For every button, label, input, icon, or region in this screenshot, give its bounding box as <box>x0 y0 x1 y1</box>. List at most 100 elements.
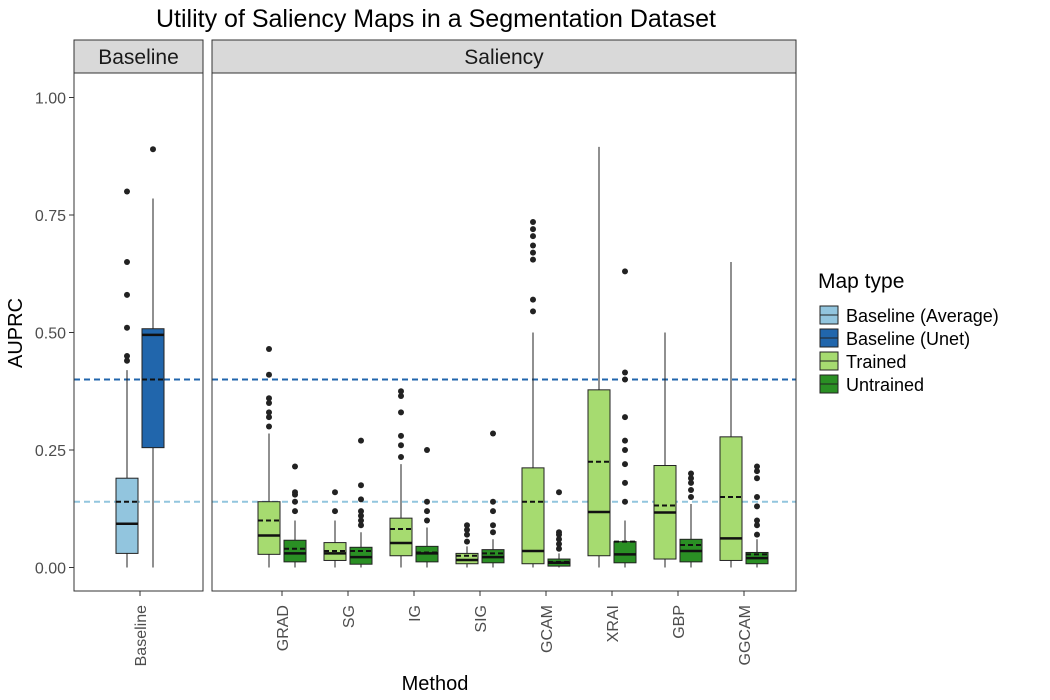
box-sig-untrained <box>481 430 505 568</box>
outlier-point <box>556 541 562 547</box>
legend-item-trained: Trained <box>819 351 906 372</box>
box-body <box>719 436 743 561</box>
box-gcam-untrained <box>547 489 571 568</box>
outlier-point <box>266 395 272 402</box>
box-xrai-trained <box>587 146 611 568</box>
outlier-point <box>490 498 496 505</box>
legend-item-baseline-average: Baseline (Average) <box>819 305 999 326</box>
outlier-point <box>622 447 628 453</box>
x-tick-label-ggcam: GGCAM <box>737 605 754 665</box>
outlier-point <box>622 479 628 486</box>
box-sg-untrained <box>349 437 373 568</box>
panel-border <box>211 72 797 592</box>
box-body <box>455 552 479 565</box>
y-tick-label: 0.00 <box>35 561 66 578</box>
outlier-point <box>124 324 130 331</box>
box-body <box>283 539 307 563</box>
outlier-point <box>266 409 272 416</box>
box-gcam-trained <box>521 219 545 568</box>
y-axis-title: AUPRC <box>5 298 27 368</box>
box-body <box>257 501 281 555</box>
outlier-point <box>530 308 536 315</box>
outlier-point <box>556 536 562 543</box>
x-tick-label-gbp: GBP <box>671 605 688 639</box>
outlier-point <box>124 259 130 265</box>
outlier-point <box>688 486 694 493</box>
panel-background <box>212 73 796 591</box>
legend-label: Baseline (Unet) <box>846 329 970 349</box>
outlier-point <box>530 296 536 303</box>
box-sig-trained <box>455 522 479 568</box>
outlier-point <box>124 353 130 359</box>
chart-title: Utility of Saliency Maps in a Segmentati… <box>156 5 716 33</box>
outlier-point <box>398 442 404 449</box>
y-tick-label: 1.00 <box>35 91 66 108</box>
y-tick-label: 0.50 <box>35 326 66 343</box>
outlier-point <box>754 494 760 500</box>
box-body <box>521 467 545 565</box>
outlier-point <box>358 517 364 524</box>
outlier-point <box>358 496 364 503</box>
outlier-point <box>490 430 496 437</box>
outlier-point <box>150 146 156 153</box>
legend-item-untrained: Untrained <box>819 374 924 395</box>
outlier-point <box>754 531 760 538</box>
outlier-point <box>688 475 694 482</box>
outlier-point <box>556 489 562 496</box>
outlier-point <box>754 503 760 510</box>
strip-label-saliency: Saliency <box>464 46 544 69</box>
outlier-point <box>424 447 430 453</box>
outlier-point <box>124 291 130 298</box>
x-tick-label-sig: SIG <box>473 605 490 633</box>
legend-title: Map type <box>818 270 904 293</box>
facet-panels: Baseline Baseline Saliency GRAD SG IG SIG GCAM X… <box>35 39 797 666</box>
outlier-point <box>530 219 536 226</box>
outlier-point <box>424 498 430 505</box>
legend-label: Untrained <box>846 375 924 395</box>
box-grad-untrained <box>283 463 307 568</box>
outlier-point <box>754 517 760 524</box>
outlier-point <box>490 522 496 529</box>
outlier-point <box>424 508 430 515</box>
outlier-point <box>332 508 338 515</box>
legend-label: Baseline (Average) <box>846 306 999 326</box>
strip-label-baseline: Baseline <box>98 46 179 69</box>
outlier-point <box>530 233 536 240</box>
outlier-point <box>398 388 404 395</box>
box-baseline-baseline-unet <box>141 146 165 568</box>
legend-label: Trained <box>846 352 906 372</box>
outlier-point <box>358 508 364 515</box>
outlier-point <box>622 414 628 421</box>
box-body <box>613 541 637 564</box>
outlier-point <box>622 461 628 468</box>
outlier-point <box>622 369 628 376</box>
outlier-point <box>292 498 298 505</box>
outlier-point <box>688 470 694 477</box>
outlier-point <box>124 188 130 195</box>
x-tick-label-grad: GRAD <box>275 605 292 651</box>
legend: Map type Baseline (Average) Baseline (Une… <box>818 270 999 395</box>
outlier-point <box>622 437 628 444</box>
outlier-point <box>530 226 536 233</box>
outlier-point <box>398 454 404 461</box>
legend-item-baseline-unet: Baseline (Unet) <box>819 328 970 349</box>
outlier-point <box>398 392 404 399</box>
outlier-point <box>266 414 272 421</box>
box-body <box>141 328 165 449</box>
outlier-point <box>490 508 496 515</box>
outlier-point <box>358 522 364 529</box>
box-sg-trained <box>323 489 347 568</box>
outlier-point <box>490 529 496 536</box>
box-xrai-untrained <box>613 268 637 568</box>
outlier-point <box>398 409 404 416</box>
outlier-point <box>464 538 470 545</box>
panel-baseline: Baseline Baseline <box>73 39 204 666</box>
outlier-point <box>424 517 430 524</box>
y-axis: 0.00 0.25 0.50 0.75 1.00 <box>35 91 74 578</box>
strip-baseline <box>73 39 204 74</box>
box-body <box>349 546 373 565</box>
outlier-point <box>622 376 628 383</box>
outlier-point <box>358 437 364 444</box>
outlier-point <box>754 463 760 470</box>
box-grad-trained <box>257 345 281 568</box>
